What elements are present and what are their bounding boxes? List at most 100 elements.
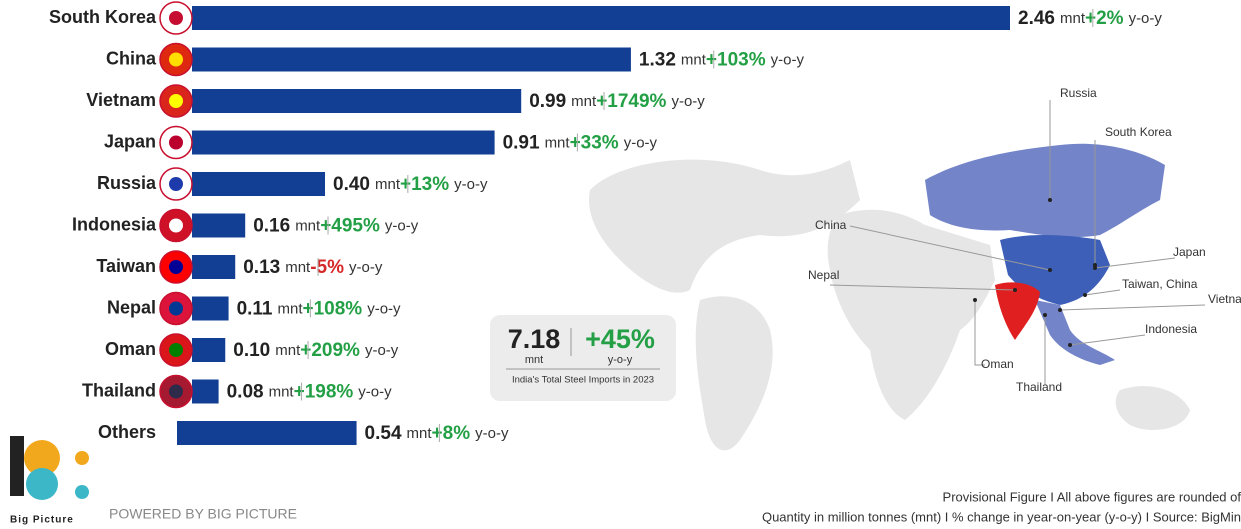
map-label: Taiwan, China: [1122, 277, 1198, 291]
map-dot: [1043, 313, 1047, 317]
bar: [192, 255, 236, 279]
flag-detail: [169, 135, 183, 150]
bar: [192, 47, 631, 72]
logo-bar: [10, 436, 24, 496]
map-dot: [1013, 288, 1017, 292]
unit-label: mnt: [1060, 10, 1086, 27]
map-dot: [1093, 266, 1097, 270]
value-label-group: 0.13 mnt-5% y-o-y: [243, 257, 383, 278]
value-label: 0.08: [227, 382, 264, 403]
logo: Big Picture: [10, 436, 89, 526]
yoy-suffix: y-o-y: [771, 51, 805, 68]
unit-label: mnt: [545, 134, 571, 151]
map-label: Nepal: [808, 268, 839, 282]
yoy-suffix: y-o-y: [671, 93, 705, 110]
map-label: South Korea: [1105, 125, 1172, 139]
bar: [192, 89, 522, 113]
yoy-label: +495%: [320, 216, 380, 237]
powered-by: POWERED BY BIG PICTURE: [109, 506, 297, 522]
bar: [192, 213, 246, 238]
map-dot: [1093, 263, 1097, 267]
flag-detail: [169, 177, 183, 191]
summary-total-unit: mnt: [525, 354, 543, 366]
value-label-group: 0.99 mnt+1749% y-o-y: [529, 91, 705, 112]
leader-line: [1069, 334, 1146, 346]
category-label: Indonesia: [72, 214, 157, 234]
value-label-group: 2.46 mnt+2% y-o-y: [1018, 8, 1162, 29]
map-dot: [973, 298, 977, 302]
map-label: Japan: [1173, 245, 1206, 259]
unit-label: mnt: [275, 342, 301, 359]
yoy-suffix: y-o-y: [365, 342, 399, 359]
value-label: 0.91: [503, 133, 540, 154]
bar: [192, 6, 1010, 30]
world-map: [589, 100, 1206, 451]
map-label: Russia: [1060, 86, 1097, 100]
map-labels: Russia South Korea China Japan Nepal Taiwan, …: [808, 86, 1241, 394]
map-label: Oman: [981, 357, 1014, 371]
category-label: Nepal: [107, 297, 156, 317]
logo-text: Big Picture: [10, 515, 74, 526]
footer-source: Quantity in million tonnes (mnt) I % cha…: [762, 509, 1241, 524]
value-label-group: 0.16 mnt+495% y-o-y: [253, 216, 419, 237]
value-label: 0.40: [333, 174, 370, 195]
value-label: 0.99: [529, 91, 566, 112]
bar: [192, 338, 226, 362]
yoy-label: +2%: [1085, 8, 1124, 29]
value-label-group: 1.32 mnt+103% y-o-y: [639, 50, 805, 71]
leader-line: [1059, 304, 1206, 311]
value-label: 0.54: [365, 423, 402, 444]
value-label: 0.16: [253, 216, 290, 237]
yoy-label: -5%: [310, 257, 344, 278]
value-label: 2.46: [1018, 8, 1055, 29]
yoy-label: +209%: [300, 340, 360, 361]
logo-shape: [24, 440, 60, 476]
bar: [177, 421, 357, 445]
footer-note: Provisional Figure I All above figures a…: [943, 489, 1241, 504]
flag-detail: [169, 94, 183, 108]
unit-label: mnt: [278, 300, 304, 317]
logo-shape: [26, 468, 58, 500]
value-label-group: 0.08 mnt+198% y-o-y: [227, 382, 393, 403]
map-dot: [1048, 198, 1052, 202]
category-label: Thailand: [82, 380, 156, 400]
yoy-label: +8%: [432, 423, 471, 444]
map-dot: [1058, 308, 1062, 312]
flag-detail: [169, 343, 183, 357]
value-label-group: 0.11 mnt+108% y-o-y: [237, 299, 401, 320]
map-india: [995, 282, 1040, 340]
leader-lines: [829, 100, 1206, 385]
category-label: Others: [98, 422, 156, 442]
leader-line: [829, 284, 1016, 291]
yoy-suffix: y-o-y: [349, 259, 383, 276]
map-label: Thailand: [1016, 380, 1062, 394]
value-label-group: 0.91 mnt+33% y-o-y: [503, 133, 658, 154]
flag-detail: [169, 260, 183, 274]
bar: [192, 296, 229, 321]
map-land: [589, 159, 860, 293]
map-label: Indonesia: [1145, 322, 1197, 336]
yoy-label: +1749%: [596, 91, 666, 112]
category-label: Taiwan: [96, 256, 156, 276]
summary-total: 7.18: [508, 324, 561, 354]
map-label: Vietna: [1208, 292, 1241, 306]
category-label: Russia: [97, 173, 157, 193]
yoy-suffix: y-o-y: [475, 425, 509, 442]
unit-label: mnt: [295, 217, 321, 234]
flag-detail: [169, 52, 183, 67]
logo-dot: [75, 485, 89, 499]
value-label: 0.11: [237, 299, 273, 320]
value-label-group: 0.40 mnt+13% y-o-y: [333, 174, 488, 195]
unit-label: mnt: [407, 425, 433, 442]
category-label: South Korea: [49, 7, 157, 27]
yoy-label: +13%: [400, 174, 449, 195]
map-land: [827, 209, 995, 420]
map-dot: [1083, 293, 1087, 297]
category-label: Oman: [105, 339, 156, 359]
summary-change: +45%: [585, 324, 655, 354]
value-label: 1.32: [639, 50, 676, 71]
bar: [192, 379, 219, 404]
yoy-suffix: y-o-y: [358, 383, 392, 400]
